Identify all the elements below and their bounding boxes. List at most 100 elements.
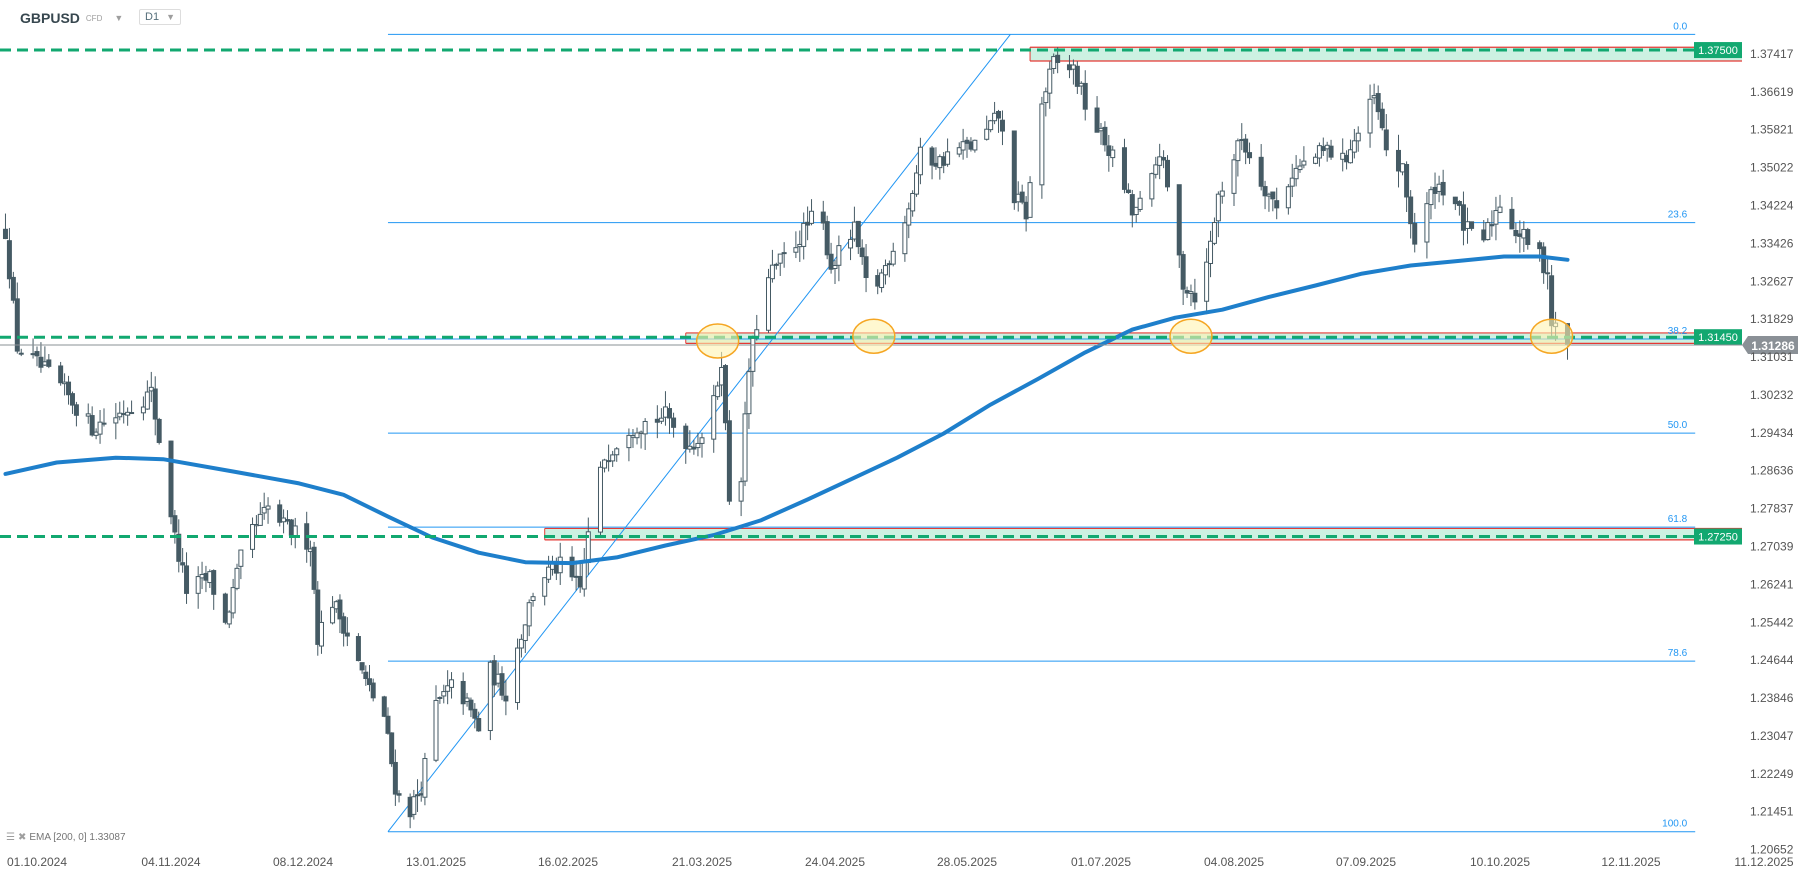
level-price-label: 1.37500 bbox=[1698, 45, 1738, 57]
x-tick-label: 13.01.2025 bbox=[406, 855, 466, 869]
candle-body-bear bbox=[1456, 200, 1462, 206]
candle-body-bull bbox=[602, 459, 608, 469]
ema-200-line[interactable] bbox=[3, 254, 1570, 566]
candle bbox=[750, 335, 756, 387]
x-tick-label: 08.12.2024 bbox=[273, 855, 333, 869]
candle-body-bull bbox=[530, 596, 536, 602]
candle-body-bull bbox=[1367, 98, 1373, 134]
candle bbox=[1192, 278, 1198, 310]
candle-body-bull bbox=[1436, 183, 1442, 192]
x-tick-label: 04.11.2024 bbox=[141, 855, 200, 869]
candle bbox=[195, 566, 201, 609]
candle bbox=[1161, 150, 1167, 169]
candle bbox=[97, 409, 103, 444]
candle bbox=[1247, 142, 1253, 164]
candle bbox=[1297, 158, 1303, 173]
candle-body-bull bbox=[801, 222, 807, 247]
candle bbox=[1328, 139, 1334, 160]
candle-body-bull bbox=[318, 621, 324, 647]
highlight-ellipse[interactable] bbox=[1529, 318, 1574, 354]
fibonacci-retracement: 0.0 23.6 38.2 50.0 61.8 78.6 100.0 bbox=[387, 21, 1696, 833]
candle bbox=[344, 617, 350, 647]
candle bbox=[1137, 190, 1143, 212]
candle bbox=[385, 707, 391, 735]
candle bbox=[530, 592, 536, 607]
candle bbox=[1188, 284, 1194, 307]
candle bbox=[606, 444, 612, 472]
candle bbox=[1211, 217, 1217, 246]
highlight-ellipse[interactable] bbox=[852, 318, 896, 354]
candle-body-bear bbox=[58, 365, 64, 384]
highlight-ellipse[interactable] bbox=[695, 323, 740, 359]
candle-body-bear bbox=[1440, 181, 1446, 196]
candle bbox=[968, 137, 974, 152]
candle-body-bull bbox=[1043, 91, 1049, 104]
candle bbox=[742, 401, 748, 487]
candle-body-bear bbox=[1055, 54, 1061, 64]
candle-body-bull bbox=[917, 146, 923, 176]
candle bbox=[773, 262, 779, 270]
settings-icon[interactable]: ☰ bbox=[6, 832, 15, 843]
candle-body-bear bbox=[859, 247, 865, 258]
highlight-ellipse[interactable] bbox=[1169, 318, 1213, 354]
fib-level-label: 78.6 bbox=[1668, 648, 1688, 659]
candle-body-bull bbox=[1215, 193, 1221, 222]
candle bbox=[1379, 102, 1385, 131]
candle bbox=[1469, 221, 1475, 231]
candle-body-bull bbox=[487, 661, 493, 732]
candle bbox=[630, 429, 636, 448]
candle bbox=[1465, 207, 1471, 244]
candle bbox=[1110, 145, 1116, 168]
candle-body-bull bbox=[1204, 261, 1210, 302]
candle bbox=[859, 239, 865, 265]
candle bbox=[1043, 87, 1049, 117]
candle-body-bear bbox=[491, 660, 497, 686]
level-price-tag bbox=[1694, 42, 1742, 59]
candle-body-bull bbox=[445, 685, 451, 692]
candle-body-bear bbox=[683, 425, 689, 450]
timeframe-select[interactable]: D1 ▼ bbox=[139, 9, 181, 25]
candle bbox=[777, 253, 783, 276]
candle bbox=[330, 596, 336, 625]
candle-body-bull bbox=[557, 556, 563, 574]
candle bbox=[1412, 212, 1418, 253]
candle bbox=[1219, 181, 1225, 204]
candle-body-bull bbox=[257, 513, 263, 526]
candle-body-bull bbox=[766, 277, 771, 331]
candle-body-bear bbox=[1270, 191, 1276, 200]
candle-body-bull bbox=[832, 264, 838, 270]
candle-body-bull bbox=[542, 577, 548, 597]
candle-body-bull bbox=[1293, 167, 1299, 180]
candle bbox=[1347, 139, 1353, 164]
candle bbox=[809, 199, 815, 226]
close-icon[interactable]: ✖ bbox=[17, 832, 27, 843]
candle-body-bear bbox=[606, 460, 612, 463]
candle-body-bear bbox=[73, 404, 79, 416]
candle bbox=[671, 412, 677, 438]
candle-body-bear bbox=[10, 276, 16, 301]
candle-body-bull bbox=[230, 587, 236, 614]
candle-body-bull bbox=[1188, 291, 1194, 294]
symbol-selector[interactable]: GBPUSD CFD ▼ bbox=[20, 10, 123, 26]
candle bbox=[89, 406, 95, 437]
candle-body-bear bbox=[1121, 147, 1127, 190]
candle bbox=[265, 497, 271, 524]
candle-body-bear bbox=[1509, 208, 1515, 230]
candle bbox=[1070, 59, 1076, 85]
candle bbox=[1301, 146, 1307, 169]
candle-body-bull bbox=[687, 445, 693, 450]
candle-body-bear bbox=[996, 110, 1002, 119]
candle bbox=[902, 215, 908, 262]
candle bbox=[1082, 70, 1088, 121]
candle-body-bear bbox=[1481, 229, 1487, 241]
candle bbox=[1404, 161, 1410, 213]
candle bbox=[781, 242, 787, 268]
candle-body-bull bbox=[719, 366, 725, 386]
candle bbox=[337, 594, 343, 634]
candle bbox=[1493, 196, 1499, 241]
candle bbox=[836, 235, 842, 282]
candle-body-bull bbox=[984, 128, 990, 140]
candle bbox=[113, 403, 119, 440]
candle bbox=[148, 371, 154, 403]
